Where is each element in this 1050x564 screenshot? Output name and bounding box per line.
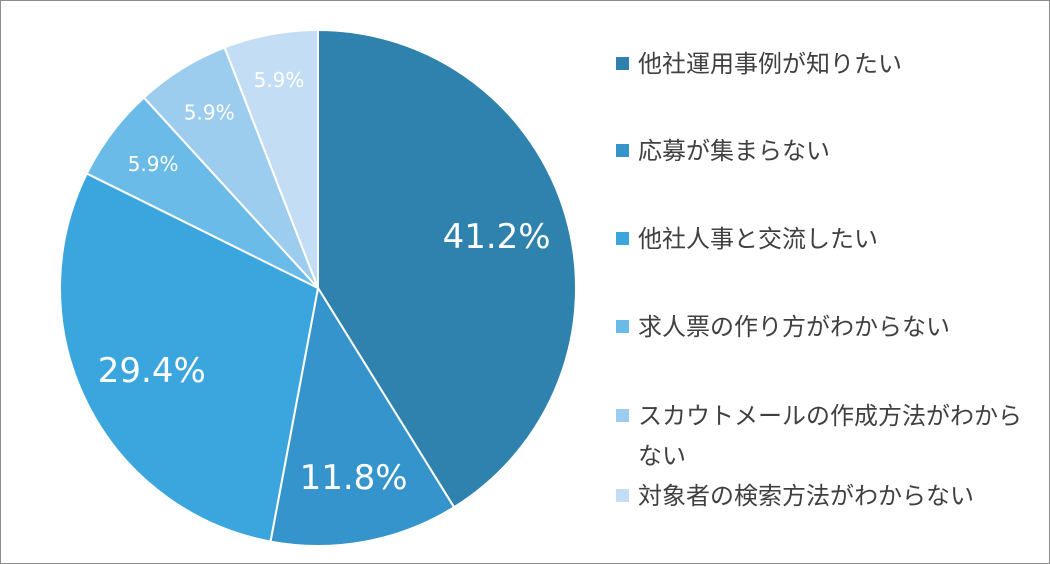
data-label-2: 11.8% <box>300 458 408 498</box>
pie-slice-3 <box>58 172 320 543</box>
pie-slice-6 <box>223 28 319 289</box>
legend-label-5: スカウトメールの作成方法がわからない <box>638 402 1022 470</box>
legend-item-6: 対象者の検索方法がわからない <box>616 480 1026 516</box>
legend-swatch-3 <box>616 232 629 245</box>
legend-label-2: 応募が集まらない <box>638 137 830 165</box>
pie-data-labels: 41.2% 11.8% 29.4% 5.9% 5.9% 5.9% <box>98 68 551 498</box>
legend-label-6: 対象者の検索方法がわからない <box>638 482 974 510</box>
pie-slice-1 <box>317 28 577 509</box>
data-label-1: 41.2% <box>443 217 551 257</box>
legend-swatch-4 <box>616 320 629 333</box>
legend-item-5: スカウトメールの作成方法がわからない <box>616 400 1026 476</box>
legend-item-4: 求人票の作り方がわからない <box>616 311 1026 347</box>
legend-swatch-1 <box>616 57 629 70</box>
data-label-5: 5.9% <box>184 101 235 125</box>
legend-swatch-5 <box>616 409 629 422</box>
data-label-3: 29.4% <box>98 351 206 391</box>
pie-slices <box>58 28 577 547</box>
legend-label-1: 他社運用事例が知りたい <box>638 50 902 78</box>
legend-item-2: 応募が集まらない <box>616 135 1026 171</box>
data-label-4: 5.9% <box>128 152 179 176</box>
legend-swatch-2 <box>616 144 629 157</box>
legend-item-1: 他社運用事例が知りたい <box>616 48 1026 84</box>
data-label-6: 5.9% <box>254 68 305 92</box>
legend-label-4: 求人票の作り方がわからない <box>638 313 950 341</box>
legend-item-3: 他社人事と交流したい <box>616 223 1026 259</box>
legend-swatch-6 <box>616 489 629 502</box>
pie-slice-2 <box>269 285 456 547</box>
legend-label-3: 他社人事と交流したい <box>638 225 878 253</box>
